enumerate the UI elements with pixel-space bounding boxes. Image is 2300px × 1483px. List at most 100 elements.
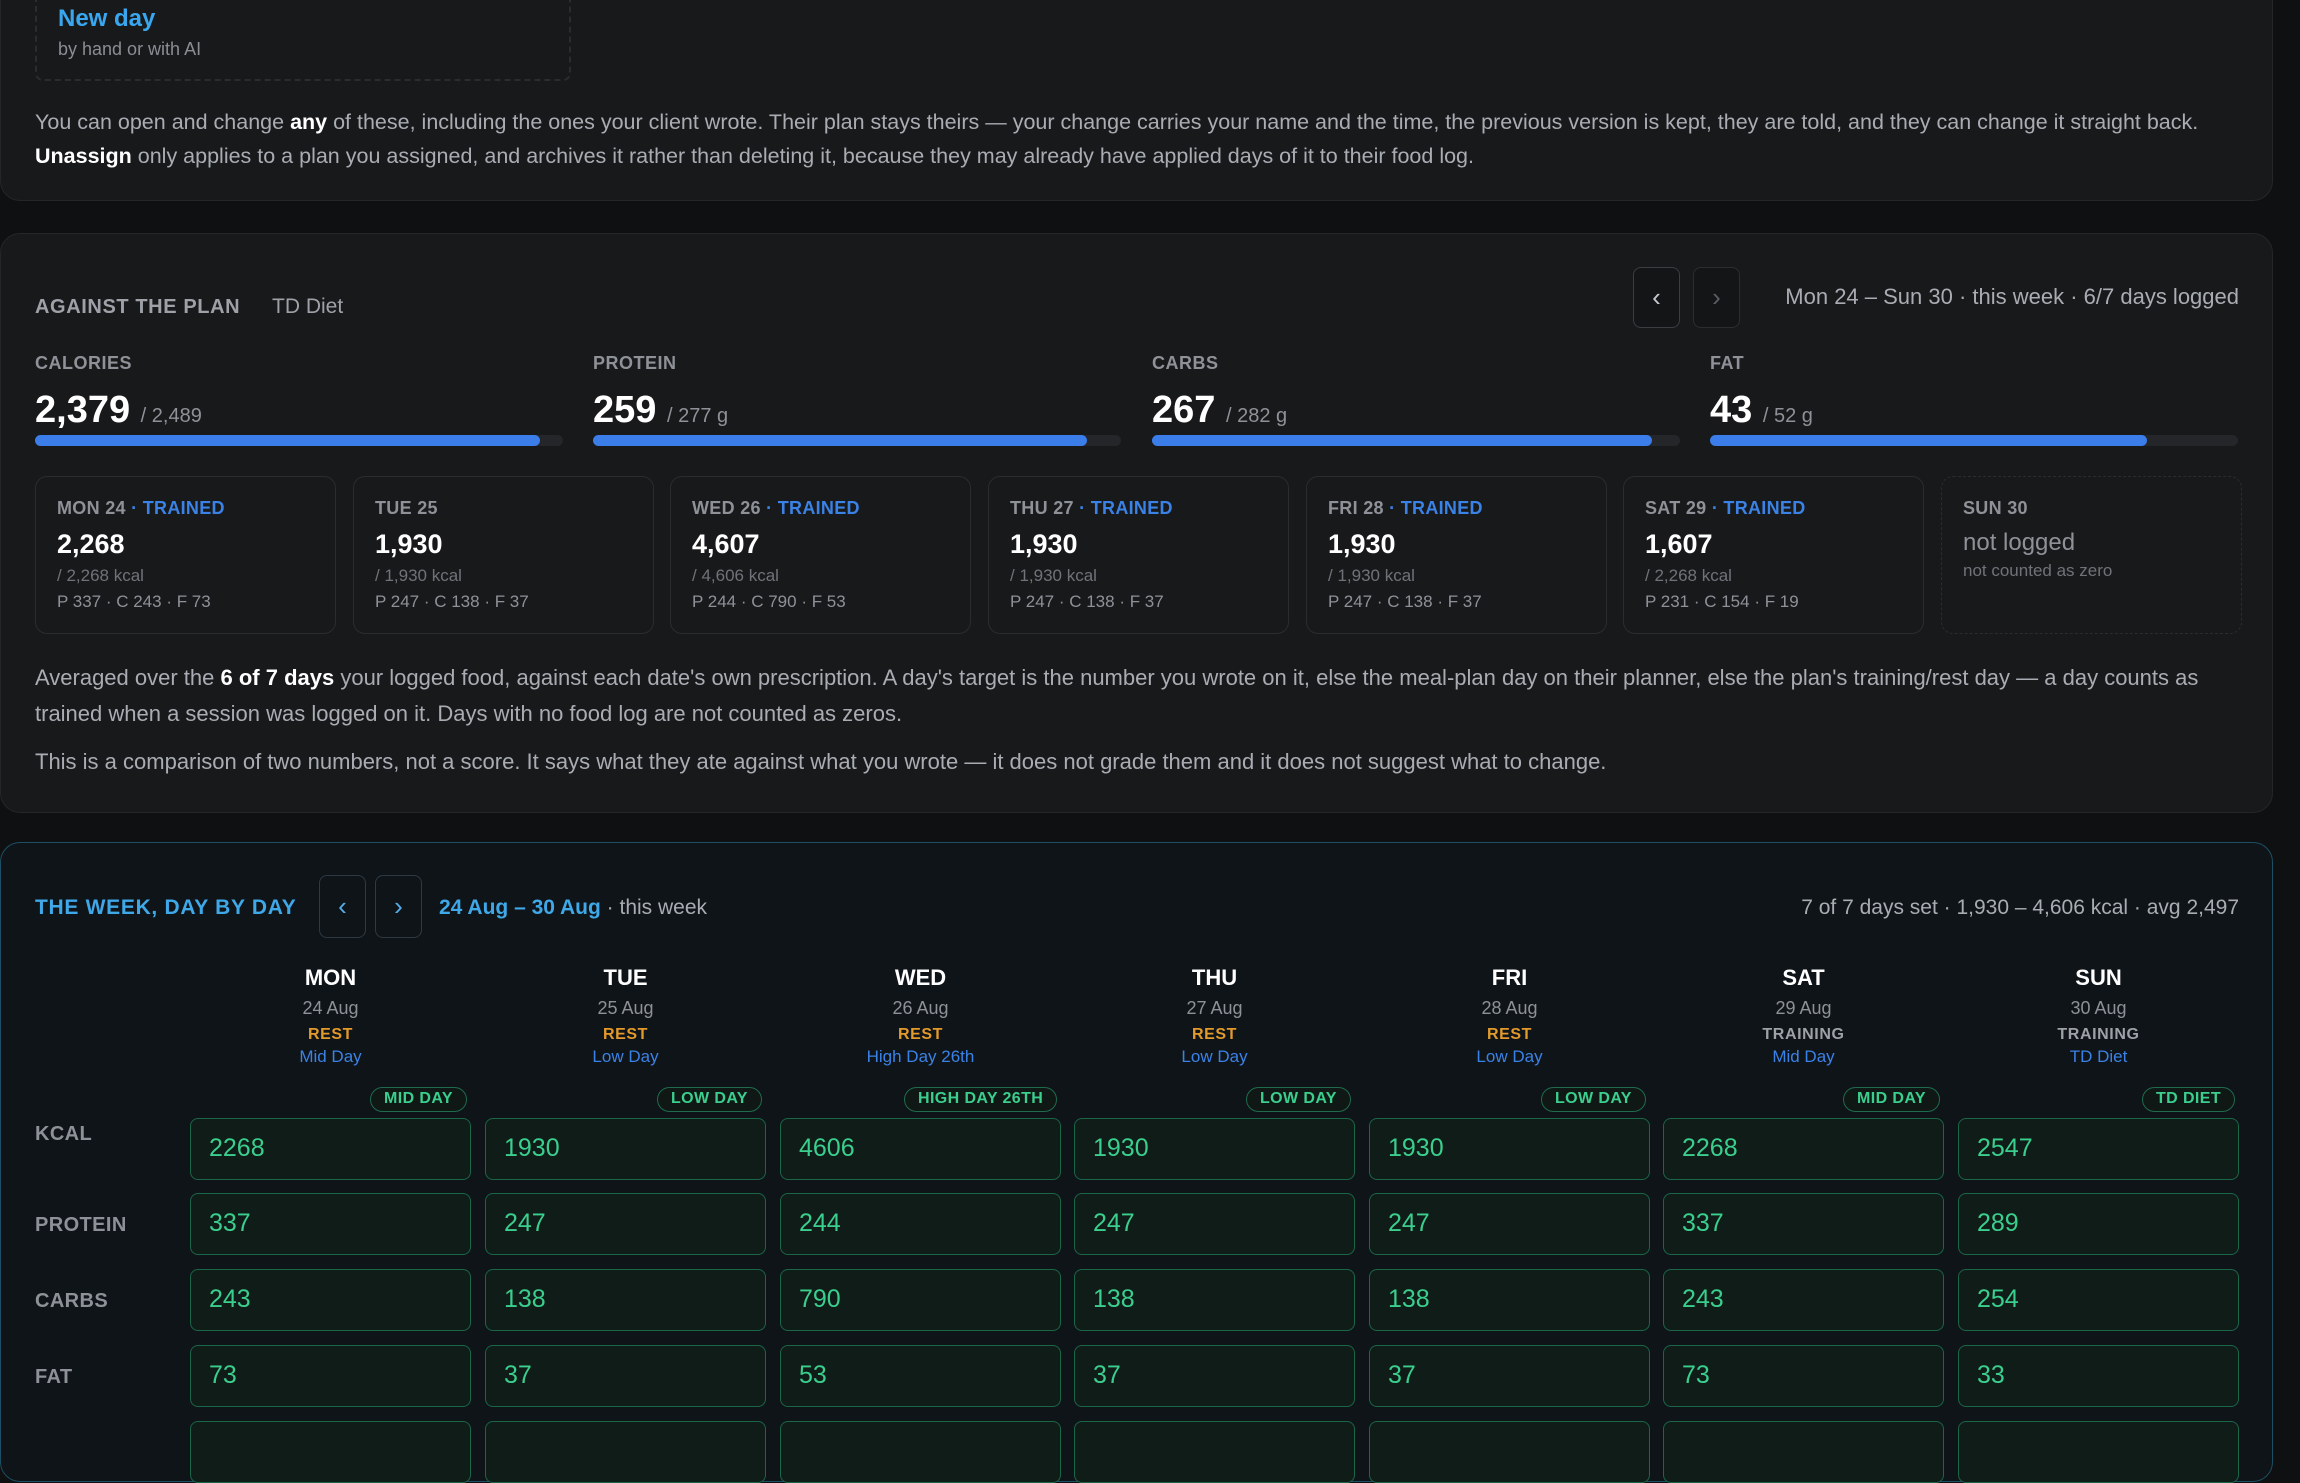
macro-progress-bar	[593, 435, 1121, 446]
plan-day-tag[interactable]: LOW DAY	[1541, 1087, 1646, 1112]
plan-day-link[interactable]: Mid Day	[1772, 1047, 1835, 1066]
day-label: SAT 29	[1645, 498, 1707, 518]
cell-fat[interactable]: 73	[190, 1345, 471, 1407]
cell-kcal[interactable]: 1930	[485, 1118, 766, 1180]
cell-fat[interactable]: 73	[1663, 1345, 1944, 1407]
day-column-thu: THU 27 Aug REST Low Day	[1074, 965, 1355, 1067]
cell-fat[interactable]: 37	[485, 1345, 766, 1407]
week-range: 24 Aug – 30 Aug · this week	[439, 896, 708, 919]
cell-next-row[interactable]	[1369, 1421, 1650, 1483]
day-column-wed: WED 26 Aug REST High Day 26th	[780, 965, 1061, 1067]
day-card-wed-26[interactable]: WED 26 · TRAINED 4,607 / 4,606 kcal P 244 ·…	[670, 476, 971, 634]
plan-day-tag[interactable]: MID DAY	[370, 1087, 467, 1112]
day-card-fri-28[interactable]: FRI 28 · TRAINED 1,930 / 1,930 kcal P 247 ·…	[1306, 476, 1607, 634]
cell-carbs[interactable]: 243	[1663, 1269, 1944, 1331]
day-card-sat-29[interactable]: SAT 29 · TRAINED 1,607 / 2,268 kcal P 231 ·…	[1623, 476, 1924, 634]
macro-label: FAT	[1710, 353, 1745, 373]
day-kcal: not logged	[1963, 529, 2076, 556]
chevron-left-icon: ‹	[338, 891, 347, 921]
cell-protein[interactable]: 247	[485, 1193, 766, 1255]
new-day-title[interactable]: New day	[58, 5, 156, 32]
plan-name: TD Diet	[272, 295, 344, 318]
day-column-sun: SUN 30 Aug TRAINING TD Diet	[1958, 965, 2239, 1067]
cell-next-row[interactable]	[190, 1421, 471, 1483]
day-macros: P 231 · C 154 · F 19	[1645, 592, 1799, 611]
date-range: Mon 24 – Sun 30 · this week · 6/7 days l…	[1785, 284, 2239, 309]
cell-kcal[interactable]: 4606	[780, 1118, 1061, 1180]
trained-badge: · TRAINED	[1389, 498, 1483, 518]
cell-protein[interactable]: 247	[1074, 1193, 1355, 1255]
plan-day-tag[interactable]: LOW DAY	[657, 1087, 762, 1112]
week-prev-button[interactable]: ‹	[319, 875, 366, 938]
day-card-thu-27[interactable]: THU 27 · TRAINED 1,930/ 1,930 kcal P 247 ·…	[988, 476, 1289, 634]
average-explanation: Averaged over the 6 of 7 days your logge…	[35, 665, 2199, 726]
macro-progress-fill	[1710, 435, 2147, 446]
column-day-name: SAT	[1782, 965, 1825, 990]
plan-day-link[interactable]: Low Day	[1181, 1047, 1248, 1066]
macro-progress-bar	[35, 435, 563, 446]
cell-kcal[interactable]: 2547	[1958, 1118, 2239, 1180]
cell-next-row[interactable]	[485, 1421, 766, 1483]
week-summary: 7 of 7 days set · 1,930 – 4,606 kcal · a…	[1801, 896, 2239, 919]
new-day-card[interactable]: New day by hand or with AI	[35, 0, 571, 81]
column-day-name: MON	[304, 965, 357, 990]
macro-label: CARBS	[1152, 353, 1219, 373]
cell-carbs[interactable]: 243	[190, 1269, 471, 1331]
day-macros: P 244 · C 790 · F 53	[692, 592, 846, 611]
day-type: TRAINING	[1762, 1026, 1845, 1043]
column-day-name: SUN	[2075, 965, 2122, 990]
against-title: AGAINST THE PLAN	[35, 296, 241, 318]
plan-day-tag[interactable]: TD DIET	[2142, 1087, 2236, 1112]
week-next-button[interactable]: ›	[375, 875, 422, 938]
cell-carbs[interactable]: 138	[485, 1269, 766, 1331]
day-kcal: 1,930	[375, 529, 443, 559]
day-target: / 4,606 kcal	[692, 566, 779, 585]
column-date: 29 Aug	[1775, 998, 1832, 1018]
plan-day-link[interactable]: Low Day	[1476, 1047, 1543, 1066]
day-type: REST	[1486, 1026, 1533, 1043]
next-week-button[interactable]: ›	[1693, 267, 1740, 328]
plan-day-link[interactable]: Mid Day	[299, 1047, 362, 1066]
day-column-mon: MON 24 Aug REST Mid Day	[190, 965, 471, 1067]
cell-kcal[interactable]: 1930	[1369, 1118, 1650, 1180]
plan-day-tag[interactable]: LOW DAY	[1246, 1087, 1351, 1112]
cell-fat[interactable]: 37	[1074, 1345, 1355, 1407]
cell-carbs[interactable]: 790	[780, 1269, 1061, 1331]
prev-week-button[interactable]: ‹	[1633, 267, 1680, 328]
plan-day-link[interactable]: High Day 26th	[866, 1047, 975, 1066]
cell-kcal[interactable]: 2268	[190, 1118, 471, 1180]
macro-target: / 52 g	[1762, 405, 1813, 427]
plan-day-link[interactable]: Low Day	[592, 1047, 659, 1066]
cell-carbs[interactable]: 138	[1369, 1269, 1650, 1331]
plan-day-link[interactable]: TD Diet	[2069, 1047, 2128, 1066]
cell-protein[interactable]: 247	[1369, 1193, 1650, 1255]
day-target: not counted as zero	[1963, 561, 2113, 580]
week-title: THE WEEK, DAY BY DAY	[35, 896, 297, 919]
cell-next-row[interactable]	[1074, 1421, 1355, 1483]
plan-day-tag[interactable]: MID DAY	[1843, 1087, 1940, 1112]
cell-next-row[interactable]	[780, 1421, 1061, 1483]
cell-kcal[interactable]: 2268	[1663, 1118, 1944, 1180]
cell-next-row[interactable]	[1663, 1421, 1944, 1483]
cell-carbs[interactable]: 254	[1958, 1269, 2239, 1331]
cell-fat[interactable]: 33	[1958, 1345, 2239, 1407]
cell-protein[interactable]: 244	[780, 1193, 1061, 1255]
day-macros: P 247 · C 138 · F 37	[1010, 592, 1164, 611]
day-target: / 1,930 kcal	[1328, 566, 1415, 585]
day-card-sun-30[interactable]: SUN 30 not logged not counted as zero	[1941, 476, 2242, 634]
cell-protein[interactable]: 289	[1958, 1193, 2239, 1255]
plan-day-tag[interactable]: HIGH DAY 26TH	[904, 1087, 1058, 1112]
cell-fat[interactable]: 37	[1369, 1345, 1650, 1407]
day-card-mon-24[interactable]: MON 24 · TRAINED 2,268 / 2,268 kcal P 337 ·…	[35, 476, 336, 634]
macro-target: / 282 g	[1225, 405, 1288, 427]
macro-value: 259 / 277 g	[593, 389, 728, 432]
cell-kcal[interactable]: 1930	[1074, 1118, 1355, 1180]
cell-protein[interactable]: 337	[190, 1193, 471, 1255]
cell-next-row[interactable]	[1958, 1421, 2239, 1483]
day-card-tue-25[interactable]: TUE 25 1,930 / 1,930 kcal P 247 · C 138 · …	[353, 476, 654, 634]
cell-fat[interactable]: 53	[780, 1345, 1061, 1407]
day-type: TRAINING	[2057, 1026, 2140, 1043]
cell-protein[interactable]: 337	[1663, 1193, 1944, 1255]
cell-carbs[interactable]: 138	[1074, 1269, 1355, 1331]
macro-value: 2,379 / 2,489	[35, 389, 202, 432]
